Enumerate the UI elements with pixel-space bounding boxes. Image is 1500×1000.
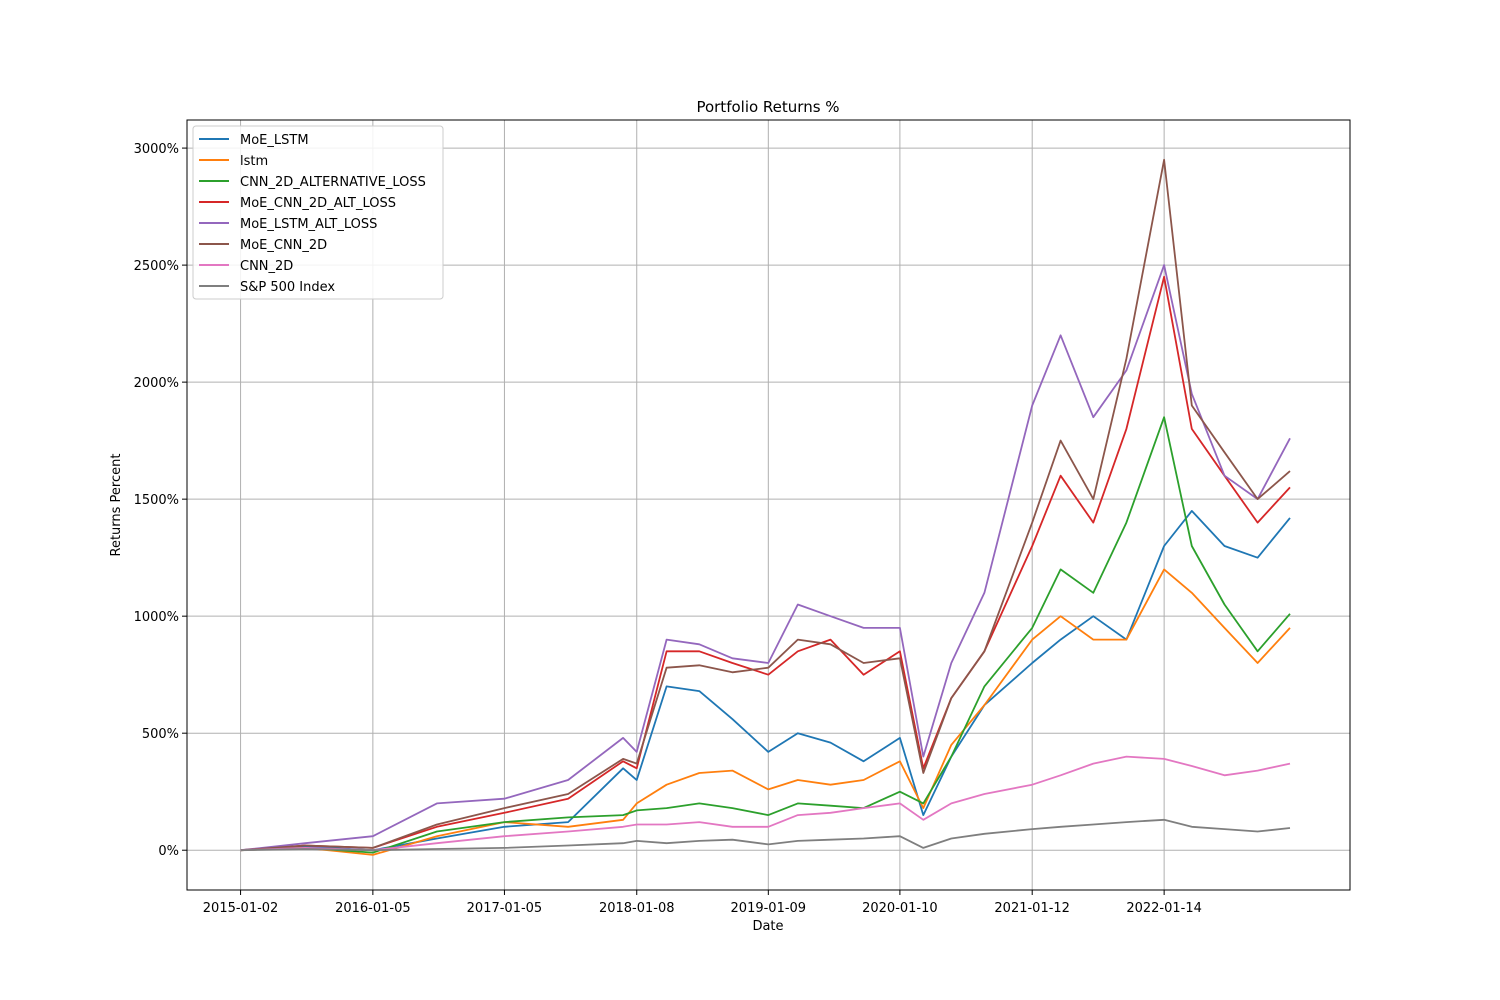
y-tick-label: 500%: [142, 727, 179, 742]
y-axis-ticks: 0% 500% 1000% 1500% 2000% 2500% 3000%: [134, 142, 187, 859]
legend-label: MoE_LSTM_ALT_LOSS: [240, 217, 377, 232]
chart-title: Portfolio Returns %: [696, 98, 839, 116]
series-line-6: [240, 755, 1291, 852]
y-tick-label: 2000%: [134, 376, 179, 391]
series-line-4: [240, 264, 1291, 852]
legend-label: MoE_LSTM: [240, 133, 309, 148]
legend-box: [192, 125, 444, 300]
legend-label: CNN_2D: [240, 259, 293, 274]
x-axis-label: Date: [752, 919, 783, 934]
series-line-2: [240, 416, 1291, 854]
series-line-5: [240, 158, 1291, 852]
y-tick-label: 3000%: [134, 142, 179, 157]
x-tick-label: 2016-01-05: [335, 901, 411, 916]
x-tick-label: 2018-01-08: [599, 901, 675, 916]
legend-label: MoE_CNN_2D: [240, 238, 327, 253]
y-tick-label: 1000%: [134, 610, 179, 625]
legend-label: MoE_CNN_2D_ALT_LOSS: [240, 196, 396, 211]
x-tick-label: 2017-01-05: [467, 901, 543, 916]
y-tick-label: 2500%: [134, 259, 179, 274]
x-tick-label: 2020-01-10: [862, 901, 938, 916]
x-tick-label: 2019-01-09: [731, 901, 807, 916]
y-tick-label: 0%: [158, 844, 179, 859]
series-line-3: [240, 275, 1291, 852]
y-tick-label: 1500%: [134, 493, 179, 508]
series-line-7: [240, 818, 1291, 852]
x-tick-label: 2021-01-12: [994, 901, 1070, 916]
x-axis-ticks: 2015-01-02 2016-01-05 2017-01-05 2018-01-08…: [203, 890, 1202, 916]
legend-label: lstm: [240, 154, 268, 169]
series-lines: [240, 158, 1291, 856]
x-tick-label: 2022-01-14: [1126, 901, 1202, 916]
series-line-1: [240, 568, 1291, 856]
x-tick-label: 2015-01-02: [203, 901, 279, 916]
y-axis-label: Returns Percent: [109, 454, 124, 557]
legend-label: S&P 500 Index: [240, 280, 335, 295]
legend-label: CNN_2D_ALTERNATIVE_LOSS: [240, 175, 426, 190]
